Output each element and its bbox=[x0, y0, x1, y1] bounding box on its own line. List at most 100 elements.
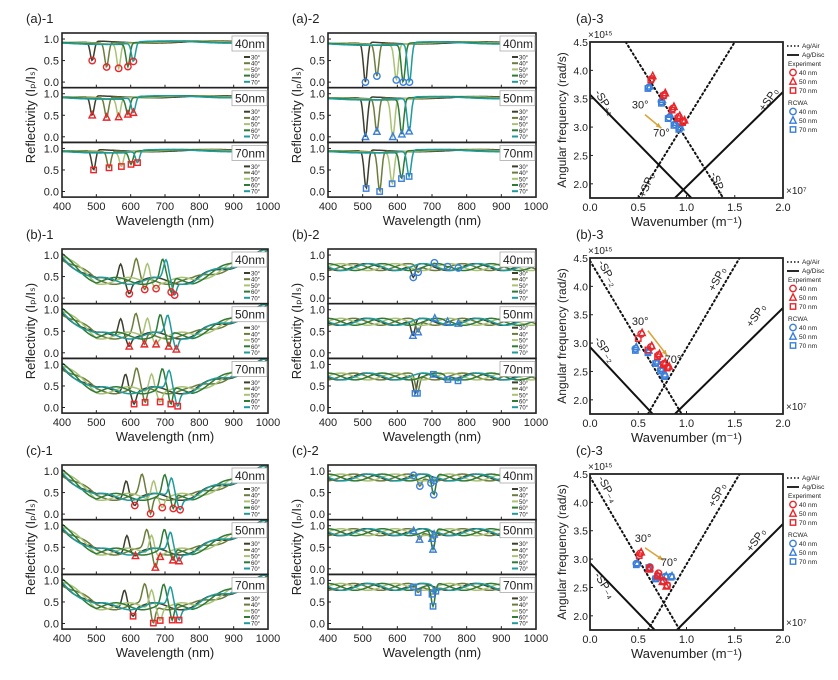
legend-experiment-heading: Experiment bbox=[788, 61, 821, 68]
legend-experiment-marker bbox=[789, 68, 797, 77]
rcwa-marker bbox=[428, 544, 438, 553]
thickness-label-box bbox=[231, 35, 268, 52]
y-tick-label: 1.0 bbox=[310, 305, 325, 317]
legend-angle-label: 70° bbox=[251, 80, 261, 86]
arrow-end-label: 70° bbox=[665, 354, 682, 366]
subplot-50nm: 0.0 0.5 1.0 50nm 30°40°50°60°70° bbox=[310, 518, 537, 576]
y-tick-label: 1.0 bbox=[44, 521, 59, 533]
x-tick-label: 500 bbox=[353, 417, 371, 429]
legend-rcwa-marker bbox=[788, 547, 798, 556]
thickness-label-box bbox=[499, 360, 536, 377]
legend-angle-label: 40° bbox=[519, 278, 529, 284]
experiment-marker bbox=[654, 353, 661, 361]
legend-angle-label: 40° bbox=[251, 116, 261, 122]
x-tick-label: 1.0 bbox=[679, 418, 694, 430]
legend-angle-label: 70° bbox=[251, 351, 261, 357]
thickness-label-box bbox=[231, 360, 268, 377]
y-multiplier: ×10¹⁵ bbox=[588, 30, 612, 41]
legend-angle-label: 50° bbox=[519, 393, 529, 399]
legend-thickness-label: 50 nm bbox=[799, 511, 817, 518]
rcwa-marker bbox=[427, 533, 437, 543]
legend-angle-label: 70° bbox=[519, 296, 529, 302]
panel-b-1: (b)-10.00.51.0 40nm30°40°50°60°70°0.00.51… bbox=[23, 227, 280, 444]
panel-c-3: (c)-3×10¹⁵×10⁷-SP₋₄ +SP₀+SP₀-SP₋₄30°70°2.… bbox=[555, 443, 825, 661]
x-tick-label: 1.0 bbox=[679, 634, 694, 646]
spectrum-curve-70° bbox=[61, 249, 268, 296]
legend-angle-label: 30° bbox=[251, 488, 261, 494]
rcwa-marker bbox=[409, 525, 418, 535]
thickness-label-box bbox=[499, 35, 536, 52]
rcwa-marker bbox=[443, 262, 452, 271]
rcwa-marker bbox=[429, 490, 438, 499]
legend-angle-label: 50° bbox=[519, 500, 529, 506]
y-tick-label: 0.5 bbox=[310, 110, 325, 122]
rcwa-marker bbox=[658, 99, 665, 107]
thickness-label: 40nm bbox=[503, 253, 533, 267]
y-tick-label: 2.5 bbox=[573, 150, 588, 162]
spectrum-curve-40° bbox=[327, 372, 537, 396]
legend-experiment-marker bbox=[788, 508, 798, 517]
experiment-marker bbox=[130, 501, 139, 510]
y-axis-label: Reflectivity (Iₚ/Iₛ) bbox=[289, 499, 304, 595]
y-tick-label: 3.5 bbox=[573, 526, 588, 538]
panel-a-1: (a)-1 0.00.51.0 40nm30°40°50°60°70°0.00.51… bbox=[23, 11, 280, 228]
x-tick-label: 400 bbox=[319, 201, 337, 213]
legend-angle-label: 50° bbox=[519, 177, 529, 183]
x-tick-label: 400 bbox=[53, 633, 71, 645]
experiment-marker bbox=[129, 107, 138, 117]
thickness-label: 70nm bbox=[235, 362, 265, 376]
x-tick-label: 900 bbox=[224, 633, 242, 645]
y-axis-label: Reflectivity (Iₚ/Iₛ) bbox=[289, 283, 304, 379]
thickness-label: 70nm bbox=[503, 362, 533, 376]
y-axis-label: Reflectivity (Iₚ/Iₛ) bbox=[23, 283, 38, 379]
x-tick-label: 0.0 bbox=[582, 634, 597, 646]
x-multiplier: ×10⁷ bbox=[786, 186, 807, 197]
thickness-label: 50nm bbox=[503, 308, 533, 322]
y-axis-label: Angular frequency (rad/s) bbox=[555, 52, 569, 187]
legend-angle-label: 40° bbox=[251, 62, 261, 68]
x-tick-label: 400 bbox=[319, 417, 337, 429]
arrow-head-icon bbox=[655, 122, 662, 129]
y-tick-label: 3.0 bbox=[573, 554, 588, 566]
subplot-50nm: 0.0 0.5 1.0 50nm 30°40°50°60°70° bbox=[44, 86, 269, 144]
thickness-label-box bbox=[231, 90, 268, 107]
y-tick-label: 0.5 bbox=[310, 165, 325, 177]
y-tick-label: 3.0 bbox=[573, 122, 588, 134]
legend: Ag/Air Ag/Disc Experiment 40 nm 50 nm 70 nm RC… bbox=[787, 43, 825, 134]
y-tick-label: 0.0 bbox=[44, 293, 59, 305]
experiment-marker bbox=[124, 341, 134, 350]
legend-angle-label: 40° bbox=[251, 332, 261, 338]
x-axis-label: Wavenumber (m⁻¹) bbox=[631, 646, 742, 661]
legend-angle-label: 30° bbox=[251, 326, 261, 332]
legend-angle-label: 70° bbox=[251, 567, 261, 573]
panel-label: (a)-3 bbox=[576, 11, 603, 26]
panel-label: (a)-1 bbox=[26, 11, 53, 26]
y-tick-label: 0.0 bbox=[310, 348, 325, 360]
legend-angle-label: 50° bbox=[519, 123, 529, 129]
legend-angle-label: 40° bbox=[519, 62, 529, 68]
thickness-label-box bbox=[231, 522, 268, 539]
rcwa-marker bbox=[652, 360, 660, 367]
legend-rcwa-marker bbox=[789, 323, 797, 332]
legend-angle-label: 30° bbox=[251, 272, 261, 278]
x-multiplier: ×10⁷ bbox=[786, 402, 807, 413]
x-tick-label: 1.5 bbox=[727, 418, 742, 430]
rcwa-marker bbox=[657, 367, 664, 375]
subplot-40nm: 0.0 0.5 1.0 40nm 30°40°50°60°70° bbox=[44, 32, 269, 89]
legend-angle-label: 40° bbox=[519, 387, 529, 393]
legend-thickness-label: 40 nm bbox=[799, 70, 817, 77]
spectrum-curve-70° bbox=[61, 574, 268, 621]
experiment-marker bbox=[152, 284, 160, 293]
legend-angle-label: 60° bbox=[519, 561, 529, 567]
x-axis-label: Wavelength (nm) bbox=[383, 429, 482, 444]
y-tick-label: 1.0 bbox=[44, 575, 59, 587]
x-tick-label: 1.5 bbox=[727, 202, 742, 214]
legend-angle-label: 70° bbox=[519, 512, 529, 518]
y-tick-label: 0.5 bbox=[44, 165, 59, 177]
rcwa-marker bbox=[675, 125, 683, 133]
y-tick-label: 0.0 bbox=[310, 564, 325, 576]
y-tick-label: 3.0 bbox=[573, 338, 588, 350]
x-tick-label: 500 bbox=[87, 417, 105, 429]
y-tick-label: 2.0 bbox=[573, 179, 588, 191]
y-tick-label: 1.0 bbox=[310, 521, 325, 533]
